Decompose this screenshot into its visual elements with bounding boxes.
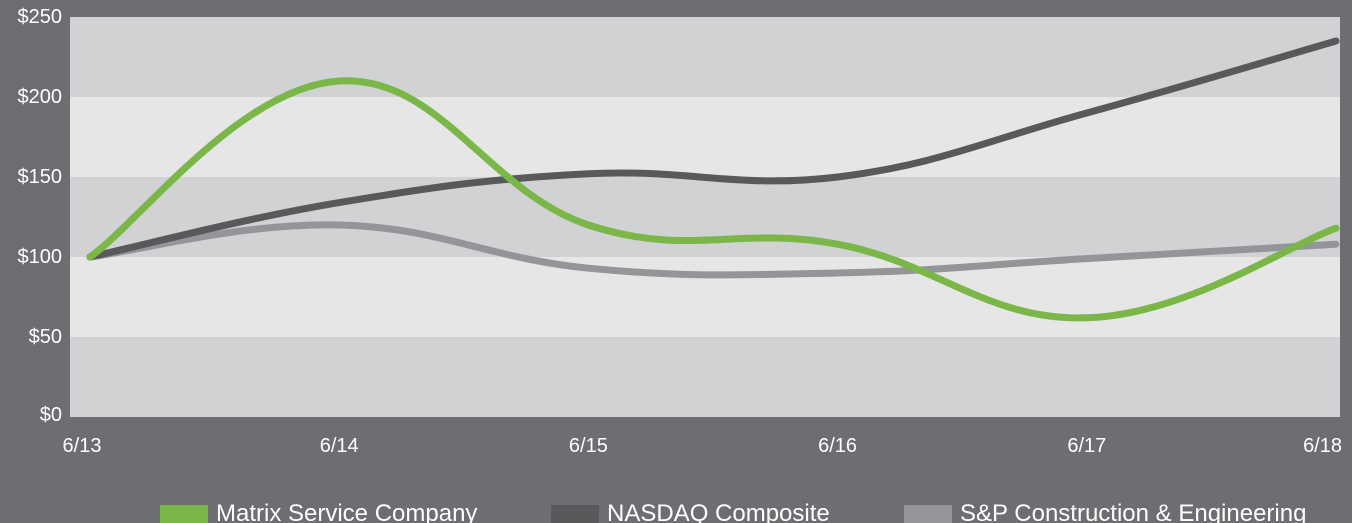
y-tick-label: $50 xyxy=(29,326,62,348)
y-tick-label: $100 xyxy=(18,246,63,268)
x-tick-label: 6/15 xyxy=(569,435,608,457)
x-tick-label: 6/16 xyxy=(818,435,857,457)
legend-label-matrix-service: Matrix Service Company xyxy=(216,500,477,523)
plot-band xyxy=(70,257,1340,337)
plot-band xyxy=(70,177,1340,257)
series-line-nasdaq xyxy=(86,37,1340,261)
legend-swatch-sp-construction xyxy=(904,505,952,523)
plot-band xyxy=(70,97,1340,177)
y-axis-tick-labels: $0 $50 $100 $150 $200 $250 xyxy=(18,6,63,426)
legend-swatch-nasdaq xyxy=(551,505,599,523)
y-tick-label: $250 xyxy=(18,6,63,28)
series-line-sp-construction xyxy=(86,221,1340,279)
legend-label-sp-construction: S&P Construction & Engineering xyxy=(960,500,1306,523)
y-tick-label: $200 xyxy=(18,86,63,108)
legend: Matrix Service Company NASDAQ Composite S&… xyxy=(160,500,1306,523)
x-tick-label: 6/13 xyxy=(63,435,102,457)
x-tick-label: 6/18 xyxy=(1303,435,1342,457)
y-tick-label: $150 xyxy=(18,166,63,188)
series-line-matrix-service xyxy=(86,77,1340,322)
x-tick-label: 6/14 xyxy=(320,435,359,457)
y-tick-label: $0 xyxy=(40,404,62,426)
x-tick-label: 6/17 xyxy=(1067,435,1106,457)
plot-bands xyxy=(70,17,1340,417)
legend-swatch-matrix-service xyxy=(160,505,208,523)
legend-label-nasdaq: NASDAQ Composite xyxy=(607,500,830,523)
series-lines xyxy=(86,37,1340,322)
plot-band xyxy=(70,17,1340,97)
x-axis-tick-labels: 6/13 6/14 6/15 6/16 6/17 6/18 xyxy=(63,435,1342,457)
plot-band xyxy=(70,337,1340,417)
